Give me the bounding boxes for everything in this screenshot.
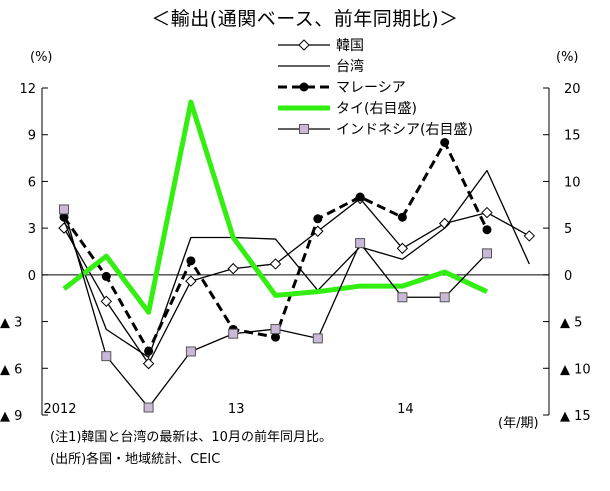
source-note: (出所)各国・地域統計、CEIC: [50, 452, 221, 467]
korea-point: [142, 357, 155, 370]
left-tick-label: 0: [28, 269, 36, 284]
right-tick-label: 5: [564, 222, 572, 237]
korea-point: [227, 262, 239, 275]
indonesia-point: [397, 292, 408, 303]
indonesia-point: [143, 402, 154, 413]
left-tick-label: ▲ 9: [0, 409, 22, 424]
indonesia-point: [355, 238, 366, 249]
malaysia-point: [101, 271, 111, 281]
series-line-2: [62, 141, 489, 353]
korea-point: [185, 275, 197, 287]
korea-point: [523, 230, 536, 242]
legend-label-2: マレーシア: [336, 80, 406, 96]
legend-marker-malaysia: [299, 82, 309, 92]
malaysia-point: [186, 256, 196, 266]
right-tick-label: ▲ 15: [560, 409, 591, 424]
malaysia-point: [313, 214, 323, 224]
left-tick-label: 9: [28, 129, 36, 144]
malaysia-point: [397, 212, 407, 222]
korea-point: [481, 206, 493, 219]
left-tick-label: ▲ 3: [0, 316, 22, 331]
x-tick-13: 13: [228, 402, 245, 417]
indonesia-point: [270, 324, 281, 335]
right-axis-unit: (%): [556, 50, 579, 65]
malaysia-point: [482, 225, 492, 235]
left-tick-label: 3: [28, 222, 36, 237]
x-axis-unit: (年/期): [498, 416, 539, 431]
left-axis-unit: (%): [30, 50, 53, 65]
legend-marker-korea: [298, 39, 310, 51]
legend-label-3: タイ(右目盛): [336, 101, 417, 117]
right-tick-label: 15: [564, 129, 581, 144]
legend-label-1: 台湾: [336, 58, 364, 75]
indonesia-point: [59, 204, 69, 215]
malaysia-point: [440, 138, 450, 147]
x-tick-14: 14: [397, 402, 414, 417]
indonesia-point: [482, 248, 492, 259]
indonesia-point: [228, 328, 239, 339]
left-tick-label: 12: [19, 82, 36, 97]
chart-title: ＜輸出(通関ベース、前年同期比)＞: [151, 8, 459, 30]
malaysia-point: [355, 192, 365, 202]
legend-label-4: インドネシア(右目盛): [336, 122, 473, 138]
right-tick-label: 10: [564, 175, 581, 190]
indonesia-point: [439, 292, 450, 303]
legend-marker-indonesia: [299, 124, 309, 134]
footnote: (注1)韓国と台湾の最新は、10月の前年同月比。: [50, 430, 332, 445]
right-tick-label: ▲ 10: [560, 362, 591, 377]
indonesia-point: [101, 351, 112, 362]
left-tick-label: 6: [28, 175, 36, 190]
korea-point: [269, 258, 282, 270]
korea-point: [100, 295, 113, 308]
right-tick-label: ▲ 5: [560, 316, 582, 331]
malaysia-point: [271, 332, 280, 342]
right-tick-label: 20: [564, 82, 581, 97]
series-line-1: [63, 169, 530, 359]
indonesia-point: [312, 333, 323, 344]
malaysia-point: [144, 346, 154, 356]
x-tick-2012: 2012: [43, 402, 76, 417]
legend-label-0: 韓国: [336, 38, 364, 54]
indonesia-point: [185, 346, 196, 357]
korea-point: [396, 242, 409, 255]
series-line-3: [62, 99, 489, 315]
right-tick-label: 0: [564, 269, 572, 284]
left-tick-label: ▲ 6: [0, 362, 22, 377]
